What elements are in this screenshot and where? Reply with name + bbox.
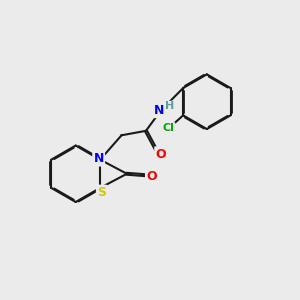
Text: N: N bbox=[154, 104, 164, 117]
Text: S: S bbox=[97, 186, 106, 199]
Text: O: O bbox=[146, 170, 157, 183]
Text: Cl: Cl bbox=[162, 123, 174, 133]
Text: O: O bbox=[155, 148, 166, 160]
Text: N: N bbox=[94, 152, 104, 165]
Text: H: H bbox=[165, 101, 174, 111]
